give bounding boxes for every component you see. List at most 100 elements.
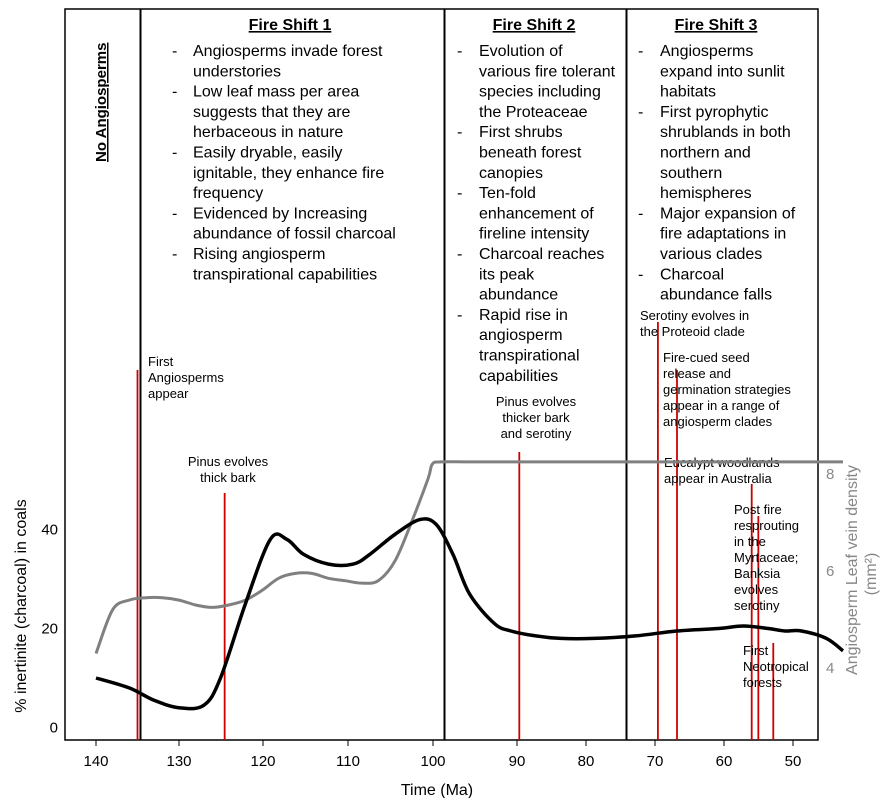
bullet-text-line: beneath forest bbox=[479, 145, 582, 162]
event-label: thicker bark bbox=[502, 410, 570, 425]
x-tick-label: 120 bbox=[250, 753, 275, 770]
event-label: Pinus evolves bbox=[496, 394, 577, 409]
event-label: Myrtaceae; bbox=[734, 550, 798, 565]
bullet-text-line: canopies bbox=[479, 165, 543, 182]
bullet-text-line: abundance bbox=[479, 287, 558, 304]
bullet-text-line: various fire tolerant bbox=[479, 63, 616, 80]
event-label: the Proteoid clade bbox=[640, 324, 745, 339]
bullet-text-line: Charcoal bbox=[660, 266, 724, 283]
plot-frame bbox=[64, 8, 819, 741]
event-label: thick bark bbox=[200, 470, 256, 485]
event-label: Pinus evolves bbox=[188, 454, 269, 469]
bullet-text-line: Easily dryable, easily bbox=[193, 145, 342, 162]
vein-density-line bbox=[94, 460, 843, 655]
event-label: serotiny bbox=[734, 598, 780, 613]
fire-shift-2-heading: Fire Shift 2 bbox=[493, 17, 576, 34]
bullet-text-line: abundance of fossil charcoal bbox=[193, 226, 396, 243]
bullet-text-line: species including bbox=[479, 84, 601, 101]
bullet-text-line: Evidenced by Increasing bbox=[193, 205, 367, 222]
bullet-text-line: fireline intensity bbox=[479, 226, 589, 243]
bullet-text-line: herbaceous in nature bbox=[193, 124, 343, 141]
y-tick-label: 20 bbox=[41, 621, 58, 638]
data-curves bbox=[94, 460, 845, 711]
event-label: appear in a range of bbox=[663, 398, 780, 413]
bullet-text-line: First shrubs bbox=[479, 124, 563, 141]
event-label: in the bbox=[734, 534, 766, 549]
fire-shift-3-heading: Fire Shift 3 bbox=[675, 17, 758, 34]
bullet-text-line: northern and bbox=[660, 145, 751, 162]
bullet-dash: - bbox=[172, 246, 177, 263]
y-tick-label: 40 bbox=[41, 522, 58, 539]
y2-axis-unit: (mm²) bbox=[863, 553, 880, 596]
y-axis-label: % inertinite (charcoal) in coals bbox=[13, 499, 30, 712]
bullet-text-line: Rapid rise in bbox=[479, 307, 568, 324]
bullet-text-line: angiosperm bbox=[479, 327, 563, 344]
x-tick-label: 90 bbox=[509, 753, 526, 770]
bullet-text-line: Angiosperms bbox=[660, 43, 753, 60]
bullet-text-line: understories bbox=[193, 63, 281, 80]
event-label: forests bbox=[743, 675, 783, 690]
bullet-text-line: transpirational capabilities bbox=[193, 266, 377, 283]
bullet-dash: - bbox=[457, 246, 462, 263]
bullet-text-line: First pyrophytic bbox=[660, 104, 768, 121]
bullet-dash: - bbox=[172, 43, 177, 60]
axes: 140 130 120 110 100 90 80 70 60 50 0 20 40 4 6 8 bbox=[41, 466, 834, 770]
event-label: and serotiny bbox=[501, 426, 572, 441]
fire-shift-1-heading: Fire Shift 1 bbox=[249, 17, 332, 34]
x-tick-label: 100 bbox=[420, 753, 445, 770]
x-tick-label: 60 bbox=[716, 753, 733, 770]
bullet-text-line: frequency bbox=[193, 185, 263, 202]
event-label: Neotropical bbox=[743, 659, 809, 674]
bullet-text-line: transpirational bbox=[479, 348, 580, 365]
bullet-text-line: shrublands in both bbox=[660, 124, 791, 141]
event-label: First bbox=[743, 643, 769, 658]
event-label: appear in Australia bbox=[664, 471, 772, 486]
bullet-text-line: enhancement of bbox=[479, 205, 594, 222]
x-axis-label: Time (Ma) bbox=[401, 782, 473, 798]
x-tick-label: 80 bbox=[578, 753, 595, 770]
bullet-dash: - bbox=[638, 205, 643, 222]
no-angiosperms-heading: No Angiosperms bbox=[93, 43, 110, 162]
bullet-text-line: suggests that they are bbox=[193, 104, 351, 121]
bullet-text-line: hemispheres bbox=[660, 185, 752, 202]
y2-tick-label: 8 bbox=[826, 466, 834, 483]
x-tick-label: 130 bbox=[166, 753, 191, 770]
bullet-text-line: various clades bbox=[660, 246, 762, 263]
bullet-dash: - bbox=[172, 145, 177, 162]
x-tick-label: 70 bbox=[647, 753, 664, 770]
charcoal-line bbox=[95, 517, 845, 711]
event-label: resprouting bbox=[734, 518, 799, 533]
y2-tick-label: 6 bbox=[826, 563, 834, 580]
bullet-dash: - bbox=[457, 124, 462, 141]
bullet-text-line: Evolution of bbox=[479, 43, 563, 60]
event-label: Fire-cued seed bbox=[663, 350, 750, 365]
y-tick-label: 0 bbox=[50, 720, 58, 737]
x-tick-label: 50 bbox=[785, 753, 802, 770]
bullet-dash: - bbox=[638, 266, 643, 283]
bullet-text-line: capabilities bbox=[479, 368, 558, 385]
event-label: evolves bbox=[734, 582, 779, 597]
bullet-text-line: Rising angiosperm bbox=[193, 246, 326, 263]
event-label: appear bbox=[148, 386, 189, 401]
bullet-text-line: Charcoal reaches bbox=[479, 246, 604, 263]
x-tick-label: 110 bbox=[336, 753, 360, 770]
bullet-text-line: Angiosperms invade forest bbox=[193, 43, 383, 60]
bullet-text-line: its peak bbox=[479, 266, 535, 283]
event-label: angiosperm clades bbox=[663, 414, 773, 429]
bullet-text-line: Low leaf mass per area bbox=[193, 84, 359, 101]
bullet-dash: - bbox=[638, 104, 643, 121]
bullet-text-line: abundance falls bbox=[660, 287, 772, 304]
bullet-text-line: ignitable, they enhance fire bbox=[193, 165, 384, 182]
y2-tick-label: 4 bbox=[826, 660, 834, 677]
bullet-text-line: fire adaptations in bbox=[660, 226, 786, 243]
event-label: First bbox=[148, 354, 174, 369]
bullet-dash: - bbox=[457, 307, 462, 324]
event-label: Angiosperms bbox=[148, 370, 224, 385]
y2-axis-label: Angiosperm Leaf vein density bbox=[844, 465, 861, 675]
event-label: Banksia bbox=[734, 566, 781, 581]
x-tick-label: 140 bbox=[83, 753, 108, 770]
bullet-dash: - bbox=[457, 43, 462, 60]
